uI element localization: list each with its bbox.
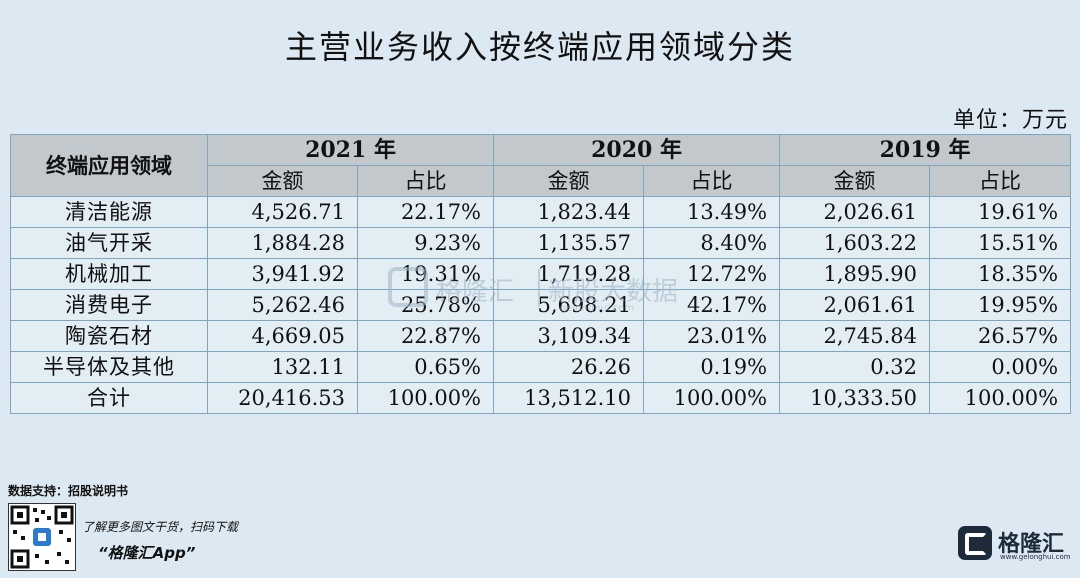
- unit-label: 单位：万元: [952, 108, 1068, 133]
- share-cell: 22.87%: [356, 320, 495, 352]
- share-cell: 19.31%: [356, 258, 495, 290]
- sub-header-share: 占比: [356, 165, 495, 197]
- amount-cell: 132.11: [207, 351, 358, 383]
- revenue-table: 终端应用领域 2021 年 2020 年 2019 年 金额 占比 金额 占比 …: [10, 134, 1072, 414]
- share-cell: 26.57%: [929, 320, 1072, 352]
- amount-cell: 1,823.44: [493, 196, 645, 228]
- share-cell: 13.49%: [643, 196, 781, 228]
- category-cell: 机械加工: [10, 258, 208, 290]
- amount-cell: 1,135.57: [493, 227, 645, 259]
- sub-header-share: 占比: [929, 165, 1072, 197]
- share-cell: 100.00%: [929, 382, 1072, 414]
- category-cell: 清洁能源: [10, 196, 208, 228]
- sub-header-share: 占比: [643, 165, 781, 197]
- page-title: 主营业务收入按终端应用领域分类: [284, 28, 795, 66]
- amount-cell: 4,526.71: [207, 196, 358, 228]
- amount-cell: 5,262.46: [207, 289, 358, 321]
- data-source: 数据支持：招股说明书: [8, 484, 129, 498]
- sub-header-amount: 金额: [207, 165, 358, 197]
- share-cell: 25.78%: [356, 289, 495, 321]
- share-cell: 15.51%: [929, 227, 1072, 259]
- table-row: 陶瓷石材 4,669.05 22.87% 3,109.34 23.01% 2,745.84…: [10, 320, 1072, 352]
- category-cell: 半导体及其他: [10, 351, 208, 383]
- year-header-2020: 2020 年: [493, 134, 781, 166]
- share-cell: 100.00%: [356, 382, 495, 414]
- table-row: 清洁能源 4,526.71 22.17% 1,823.44 13.49% 2,026.61…: [10, 196, 1072, 228]
- amount-cell: 0.32: [779, 351, 931, 383]
- table-row: 油气开采 1,884.28 9.23% 1,135.57 8.40% 1,603.22 15…: [10, 227, 1072, 259]
- table-row: 消费电子 5,262.46 25.78% 5,698.21 42.17% 2,061.61…: [10, 289, 1072, 321]
- share-cell: 18.35%: [929, 258, 1072, 290]
- year-header-2021: 2021 年: [206, 134, 495, 166]
- amount-cell: 1,884.28: [207, 227, 358, 259]
- amount-cell: 10,333.50: [779, 382, 931, 414]
- sub-header-amount: 金额: [493, 165, 645, 197]
- share-cell: 8.40%: [643, 227, 781, 259]
- sub-header-amount: 金额: [779, 165, 931, 197]
- amount-cell: 2,061.61: [779, 289, 931, 321]
- share-cell: 19.61%: [929, 196, 1072, 228]
- year-header-2019: 2019 年: [779, 134, 1072, 166]
- share-cell: 23.01%: [643, 320, 781, 352]
- table-row: 机械加工 3,941.92 19.31% 1,719.28 12.72% 1,895.90…: [10, 258, 1072, 290]
- amount-cell: 20,416.53: [207, 382, 358, 414]
- share-cell: 19.95%: [929, 289, 1072, 321]
- brand-icon: [958, 526, 992, 560]
- amount-cell: 13,512.10: [493, 382, 645, 414]
- amount-cell: 5,698.21: [493, 289, 645, 321]
- category-cell: 消费电子: [10, 289, 208, 321]
- share-cell: 0.65%: [356, 351, 495, 383]
- category-cell: 合计: [10, 382, 208, 414]
- share-cell: 42.17%: [643, 289, 781, 321]
- amount-cell: 1,603.22: [779, 227, 931, 259]
- app-name: “格隆汇App”: [98, 544, 196, 562]
- table-row: 合计 20,416.53 100.00% 13,512.10 100.00% 10,333…: [10, 382, 1072, 414]
- amount-cell: 3,109.34: [493, 320, 645, 352]
- table-body: 清洁能源 4,526.71 22.17% 1,823.44 13.49% 2,026.61…: [10, 196, 1072, 414]
- row-header: 终端应用领域: [10, 134, 208, 197]
- category-cell: 陶瓷石材: [10, 320, 208, 352]
- qr-code-icon: [8, 503, 76, 571]
- brand-logo: 格隆汇 www.gelonghui.com: [958, 526, 1071, 562]
- share-cell: 0.19%: [643, 351, 781, 383]
- amount-cell: 2,026.61: [779, 196, 931, 228]
- category-cell: 油气开采: [10, 227, 208, 259]
- brand-name: 格隆汇: [998, 532, 1065, 557]
- share-cell: 100.00%: [643, 382, 781, 414]
- amount-cell: 4,669.05: [207, 320, 358, 352]
- amount-cell: 2,745.84: [779, 320, 931, 352]
- brand-url: www.gelonghui.com: [1000, 553, 1071, 561]
- share-cell: 9.23%: [356, 227, 495, 259]
- share-cell: 12.72%: [643, 258, 781, 290]
- amount-cell: 1,895.90: [779, 258, 931, 290]
- amount-cell: 1,719.28: [493, 258, 645, 290]
- amount-cell: 3,941.92: [207, 258, 358, 290]
- table-row: 半导体及其他 132.11 0.65% 26.26 0.19% 0.32 0.00%: [10, 351, 1072, 383]
- share-cell: 0.00%: [929, 351, 1072, 383]
- amount-cell: 26.26: [493, 351, 645, 383]
- qr-caption: 了解更多图文干货，扫码下载: [82, 520, 239, 534]
- share-cell: 22.17%: [356, 196, 495, 228]
